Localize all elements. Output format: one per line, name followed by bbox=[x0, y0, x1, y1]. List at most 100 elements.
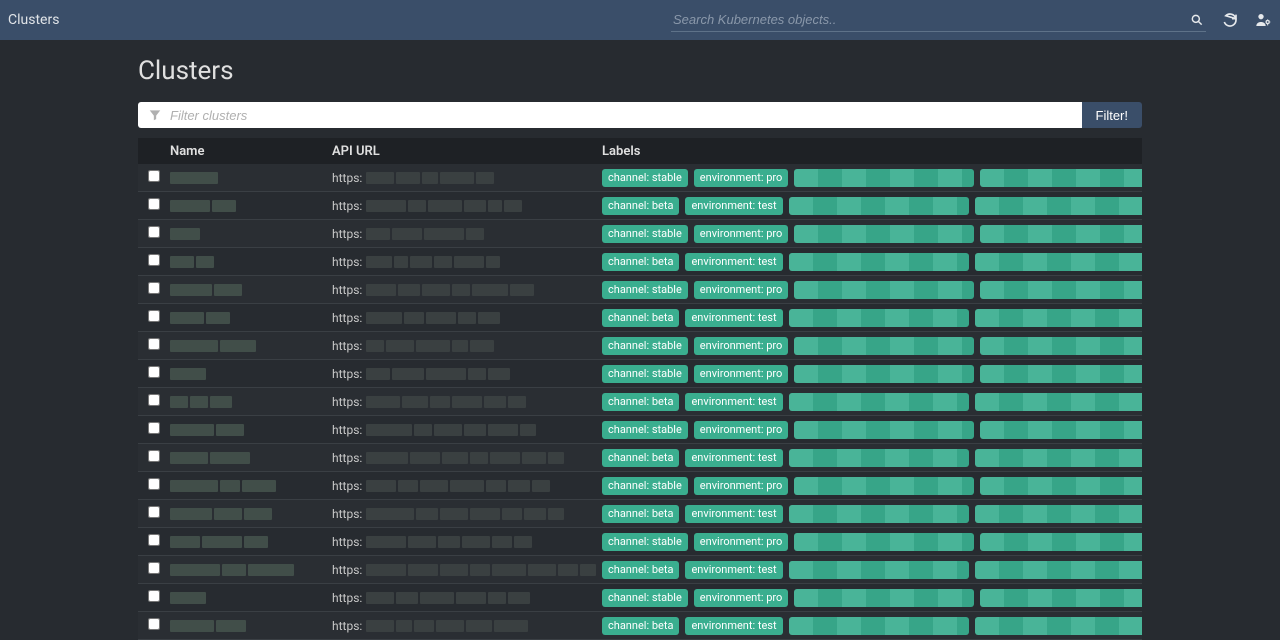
row-checkbox[interactable] bbox=[148, 450, 160, 462]
table-row[interactable]: https:channel: stableenvironment: pro re… bbox=[138, 528, 1142, 556]
label-tag-redacted[interactable] bbox=[789, 561, 969, 579]
row-apiurl-cell[interactable]: https: bbox=[332, 451, 602, 465]
label-tag-redacted[interactable] bbox=[794, 169, 974, 187]
table-row[interactable]: https:channel: betaenvironment: test -ce… bbox=[138, 192, 1142, 220]
label-tag[interactable]: environment: pro bbox=[694, 281, 789, 299]
label-tag[interactable]: environment: test bbox=[685, 561, 782, 579]
label-tag[interactable]: environment: pro bbox=[694, 225, 789, 243]
label-tag-redacted[interactable] bbox=[794, 589, 974, 607]
row-apiurl-cell[interactable]: https: bbox=[332, 227, 602, 241]
label-tag[interactable]: environment: pro bbox=[694, 169, 789, 187]
table-row[interactable]: https:channel: stableenvironment: pro re… bbox=[138, 164, 1142, 192]
row-apiurl-cell[interactable]: https: bbox=[332, 395, 602, 409]
row-apiurl-cell[interactable]: https: bbox=[332, 479, 602, 493]
label-tag[interactable]: channel: beta bbox=[602, 309, 679, 327]
label-tag-redacted[interactable] bbox=[789, 449, 969, 467]
label-tag-redacted[interactable] bbox=[789, 309, 969, 327]
label-tag[interactable]: channel: beta bbox=[602, 505, 679, 523]
label-tag[interactable]: channel: beta bbox=[602, 617, 679, 635]
label-tag[interactable]: channel: beta bbox=[602, 561, 679, 579]
label-tag-redacted[interactable] bbox=[980, 337, 1142, 355]
label-tag-redacted[interactable] bbox=[975, 561, 1142, 579]
label-tag-redacted[interactable] bbox=[980, 477, 1142, 495]
label-tag[interactable]: channel: beta bbox=[602, 197, 679, 215]
label-tag[interactable]: environment: pro bbox=[694, 533, 789, 551]
label-tag[interactable]: channel: stable bbox=[602, 477, 688, 495]
row-name-cell[interactable] bbox=[170, 171, 332, 185]
label-tag[interactable]: channel: stable bbox=[602, 169, 688, 187]
row-checkbox[interactable] bbox=[148, 590, 160, 602]
label-tag-redacted[interactable] bbox=[794, 533, 974, 551]
label-tag-redacted[interactable] bbox=[789, 505, 969, 523]
label-tag-redacted[interactable] bbox=[980, 533, 1142, 551]
row-checkbox[interactable] bbox=[148, 338, 160, 350]
row-checkbox[interactable] bbox=[148, 422, 160, 434]
label-tag[interactable]: channel: stable bbox=[602, 281, 688, 299]
row-name-cell[interactable] bbox=[170, 367, 332, 381]
label-tag[interactable]: channel: stable bbox=[602, 225, 688, 243]
row-name-cell[interactable] bbox=[170, 507, 332, 521]
table-row[interactable]: https:channel: stableenvironment: pro re… bbox=[138, 332, 1142, 360]
label-tag[interactable]: environment: pro bbox=[694, 337, 789, 355]
row-checkbox[interactable] bbox=[148, 254, 160, 266]
label-tag[interactable]: environment: test bbox=[685, 197, 782, 215]
refresh-icon[interactable] bbox=[1222, 12, 1238, 28]
row-checkbox[interactable] bbox=[148, 618, 160, 630]
table-row[interactable]: https:channel: stableenvironment: pro re… bbox=[138, 220, 1142, 248]
row-name-cell[interactable] bbox=[170, 227, 332, 241]
global-search-input[interactable] bbox=[673, 12, 1190, 27]
row-apiurl-cell[interactable]: https: bbox=[332, 535, 602, 549]
label-tag-redacted[interactable] bbox=[789, 617, 969, 635]
filter-button[interactable]: Filter! bbox=[1082, 102, 1143, 128]
label-tag[interactable]: channel: stable bbox=[602, 337, 688, 355]
label-tag-redacted[interactable] bbox=[789, 393, 969, 411]
row-checkbox[interactable] bbox=[148, 282, 160, 294]
row-apiurl-cell[interactable]: https: bbox=[332, 171, 602, 185]
row-apiurl-cell[interactable]: https: bbox=[332, 255, 602, 269]
label-tag-redacted[interactable] bbox=[980, 225, 1142, 243]
label-tag-redacted[interactable] bbox=[794, 477, 974, 495]
label-tag-redacted[interactable] bbox=[980, 365, 1142, 383]
row-checkbox[interactable] bbox=[148, 478, 160, 490]
row-name-cell[interactable] bbox=[170, 451, 332, 465]
label-tag-redacted[interactable] bbox=[980, 281, 1142, 299]
label-tag-redacted[interactable] bbox=[975, 393, 1142, 411]
row-apiurl-cell[interactable]: https: bbox=[332, 199, 602, 213]
label-tag-redacted[interactable] bbox=[975, 253, 1142, 271]
row-apiurl-cell[interactable]: https: bbox=[332, 619, 602, 633]
row-checkbox[interactable] bbox=[148, 562, 160, 574]
label-tag[interactable]: environment: pro bbox=[694, 365, 789, 383]
label-tag-redacted[interactable] bbox=[794, 225, 974, 243]
label-tag-redacted[interactable] bbox=[794, 281, 974, 299]
label-tag[interactable]: channel: beta bbox=[602, 253, 679, 271]
filter-input[interactable] bbox=[170, 108, 1072, 123]
row-apiurl-cell[interactable]: https: bbox=[332, 591, 602, 605]
row-name-cell[interactable] bbox=[170, 591, 332, 605]
table-row[interactable]: https:channel: betaenvironment: test -ce… bbox=[138, 304, 1142, 332]
row-apiurl-cell[interactable]: https: bbox=[332, 367, 602, 381]
row-name-cell[interactable] bbox=[170, 535, 332, 549]
table-row[interactable]: https:channel: betaenvironment: test -ce… bbox=[138, 612, 1142, 640]
label-tag-redacted[interactable] bbox=[975, 309, 1142, 327]
label-tag[interactable]: environment: test bbox=[685, 309, 782, 327]
label-tag-redacted[interactable] bbox=[794, 421, 974, 439]
search-icon[interactable] bbox=[1190, 13, 1204, 27]
table-row[interactable]: https:channel: stableenvironment: pro re… bbox=[138, 276, 1142, 304]
table-row[interactable]: https:channel: betaenvironment: test -ce… bbox=[138, 556, 1142, 584]
row-apiurl-cell[interactable]: https: bbox=[332, 423, 602, 437]
label-tag[interactable]: environment: test bbox=[685, 617, 782, 635]
table-row[interactable]: https:channel: betaenvironment: test -ce… bbox=[138, 500, 1142, 528]
table-row[interactable]: https:channel: betaenvironment: test -ce… bbox=[138, 248, 1142, 276]
row-name-cell[interactable] bbox=[170, 199, 332, 213]
row-name-cell[interactable] bbox=[170, 311, 332, 325]
row-name-cell[interactable] bbox=[170, 619, 332, 633]
table-row[interactable]: https:channel: stableenvironment: pro re… bbox=[138, 472, 1142, 500]
row-name-cell[interactable] bbox=[170, 563, 332, 577]
row-checkbox[interactable] bbox=[148, 394, 160, 406]
label-tag[interactable]: channel: stable bbox=[602, 533, 688, 551]
label-tag[interactable]: channel: beta bbox=[602, 449, 679, 467]
row-checkbox[interactable] bbox=[148, 198, 160, 210]
table-row[interactable]: https:channel: betaenvironment: test -ce… bbox=[138, 388, 1142, 416]
nav-clusters[interactable]: Clusters bbox=[8, 12, 59, 28]
label-tag-redacted[interactable] bbox=[789, 197, 969, 215]
